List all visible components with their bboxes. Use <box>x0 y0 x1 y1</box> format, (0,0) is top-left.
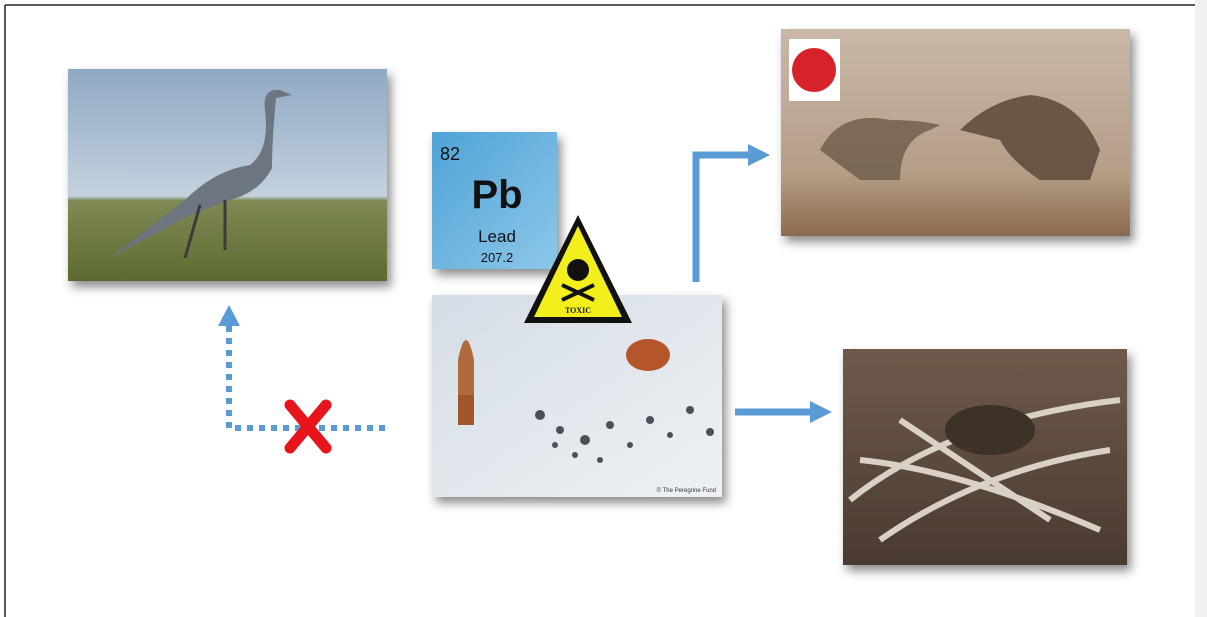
atomic-number: 82 <box>440 144 460 164</box>
element-symbol: Pb <box>471 173 522 217</box>
photo-credit: © The Peregrine Fund <box>657 487 716 494</box>
nest-photo <box>843 349 1127 565</box>
page: 82 Pb Lead 207.2 © The Peregrine Fund TO… <box>0 0 1207 617</box>
slide: 82 Pb Lead 207.2 © The Peregrine Fund TO… <box>0 0 1207 617</box>
side-strip <box>1195 0 1207 617</box>
element-name: Lead <box>478 227 516 246</box>
atomic-mass: 207.2 <box>481 250 514 265</box>
toxic-label: TOXIC <box>565 306 591 315</box>
bullet-photo <box>432 295 722 497</box>
crane-photo <box>68 69 387 281</box>
vulture-photo <box>781 29 1130 236</box>
